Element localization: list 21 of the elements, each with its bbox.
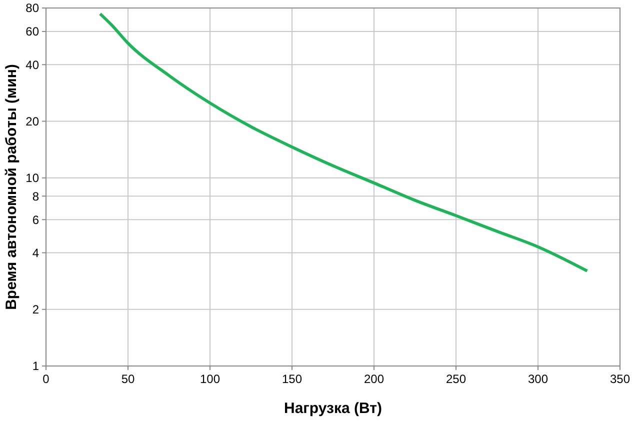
x-tick-label: 350 xyxy=(610,372,630,386)
x-axis-title: Нагрузка (Вт) xyxy=(284,400,382,417)
y-tick-label: 60 xyxy=(26,24,40,39)
y-tick-label: 40 xyxy=(26,58,40,72)
x-tick-label: 0 xyxy=(42,372,50,386)
x-tick-label: 150 xyxy=(282,372,302,386)
x-tick-label: 50 xyxy=(121,372,135,386)
y-tick-label: 10 xyxy=(26,171,40,186)
y-tick-label: 20 xyxy=(26,114,40,128)
y-tick-label: 4 xyxy=(32,246,40,260)
y-tick-label: 80 xyxy=(26,1,40,16)
y-tick-label: 8 xyxy=(32,189,40,204)
y-tick-label: 1 xyxy=(32,359,40,374)
x-tick-label: 250 xyxy=(446,372,466,386)
y-axis-title: Время автономной работы (мин) xyxy=(3,64,20,310)
x-tick-label: 100 xyxy=(200,372,220,386)
line-series xyxy=(98,12,589,272)
y-tick-label: 6 xyxy=(32,212,40,227)
x-tick-label: 200 xyxy=(364,372,384,386)
y-tick-label: 2 xyxy=(32,302,40,317)
x-tick-label: 300 xyxy=(528,372,548,386)
